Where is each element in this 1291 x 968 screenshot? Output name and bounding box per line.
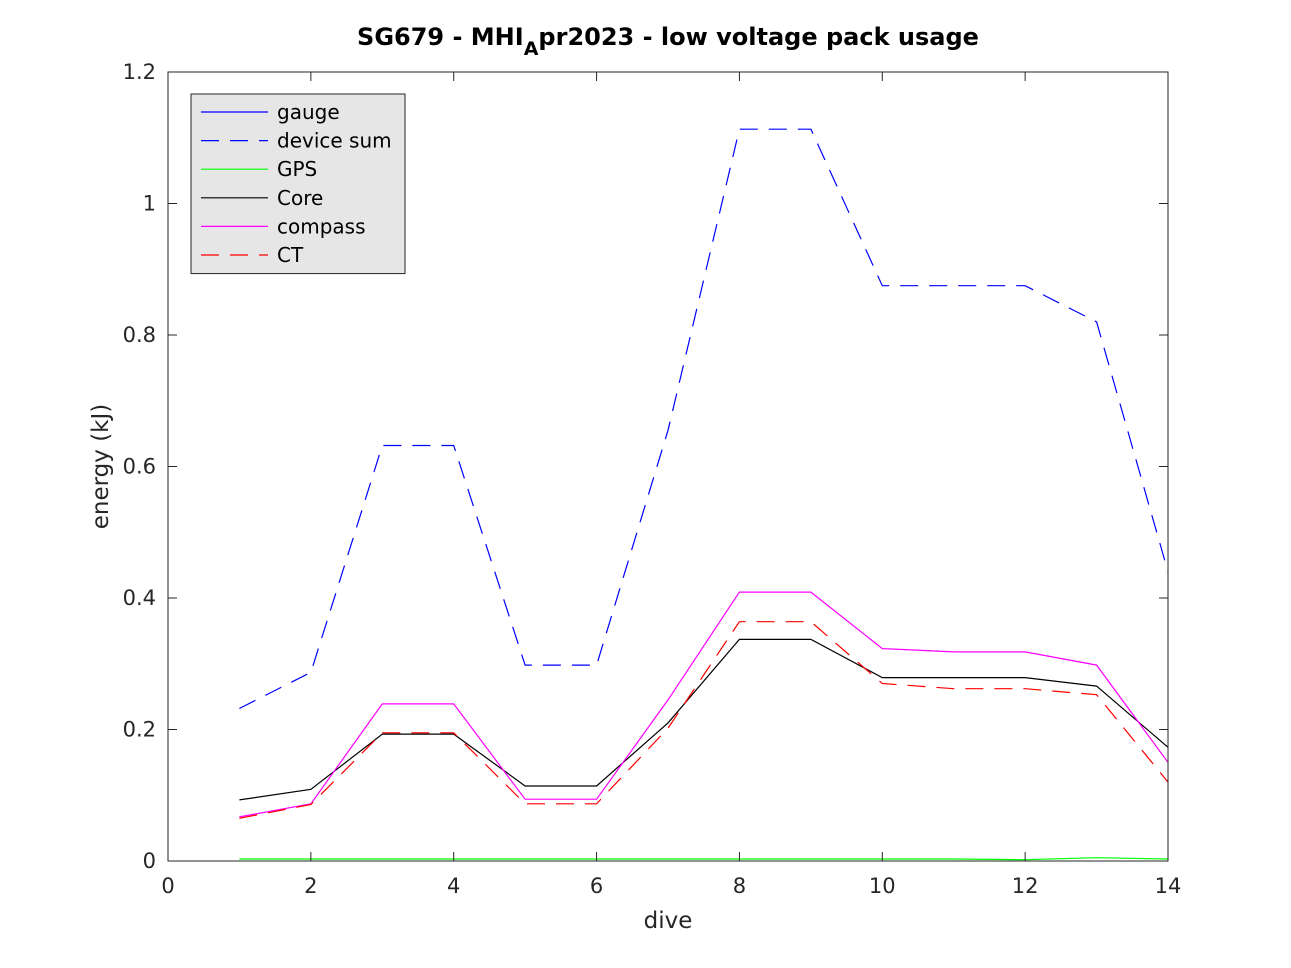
ticks-layer: 0 2 4 6 8 10 12 14 0 0.2 0.4 0.6 0.8 1 1.2 <box>123 60 1182 898</box>
legend-items: gauge device sum GPS Core compass CT <box>201 100 392 267</box>
chart-title-main: SG679 - MHI <box>357 23 524 51</box>
x-tick-label: 0 <box>161 874 174 898</box>
chart-title-rest: pr2023 - low voltage pack usage <box>538 23 979 51</box>
series-line-core <box>239 638 1168 801</box>
x-axis-label: dive <box>644 908 693 934</box>
y-tick-label: 0.8 <box>123 323 156 347</box>
series-line-gps <box>239 857 1168 861</box>
legend: gauge device sum GPS Core compass CT <box>190 93 406 275</box>
series-line-ct <box>239 621 1168 819</box>
y-tick-label: 1 <box>143 192 156 216</box>
y-tick-label: 0.2 <box>123 718 156 742</box>
x-tick-label: 2 <box>304 874 317 898</box>
legend-item: gauge <box>201 100 340 124</box>
legend-label: compass <box>277 214 366 238</box>
x-tick-label: 12 <box>1012 874 1039 898</box>
legend-item: device sum <box>201 129 392 153</box>
legend-item: CT <box>201 243 304 267</box>
y-tick-label: 0.6 <box>123 455 156 479</box>
series-line-device-sum <box>239 128 1168 710</box>
y-tick-label: 0.4 <box>123 586 156 610</box>
x-tick-label: 14 <box>1155 874 1182 898</box>
y-tick-label: 0 <box>143 849 156 873</box>
legend-label: GPS <box>277 157 317 181</box>
x-tick-label: 10 <box>869 874 896 898</box>
series-line-compass <box>239 591 1168 818</box>
x-tick-label: 8 <box>733 874 746 898</box>
legend-box <box>190 93 406 275</box>
legend-item: Core <box>201 186 323 210</box>
legend-item: GPS <box>201 157 317 181</box>
legend-item: compass <box>201 214 366 238</box>
series-layer <box>239 128 1168 861</box>
x-tick-label: 6 <box>590 874 603 898</box>
legend-label: gauge <box>277 100 340 124</box>
y-axis-label: energy (kJ) <box>88 404 114 530</box>
chart-title: SG679 - MHIApr2023 - low voltage pack us… <box>357 23 979 60</box>
legend-label: device sum <box>277 129 392 153</box>
chart-title-subscript: A <box>524 38 539 60</box>
legend-label: CT <box>277 243 304 267</box>
y-tick-label: 1.2 <box>123 60 156 84</box>
legend-label: Core <box>277 186 323 210</box>
x-tick-label: 4 <box>447 874 460 898</box>
